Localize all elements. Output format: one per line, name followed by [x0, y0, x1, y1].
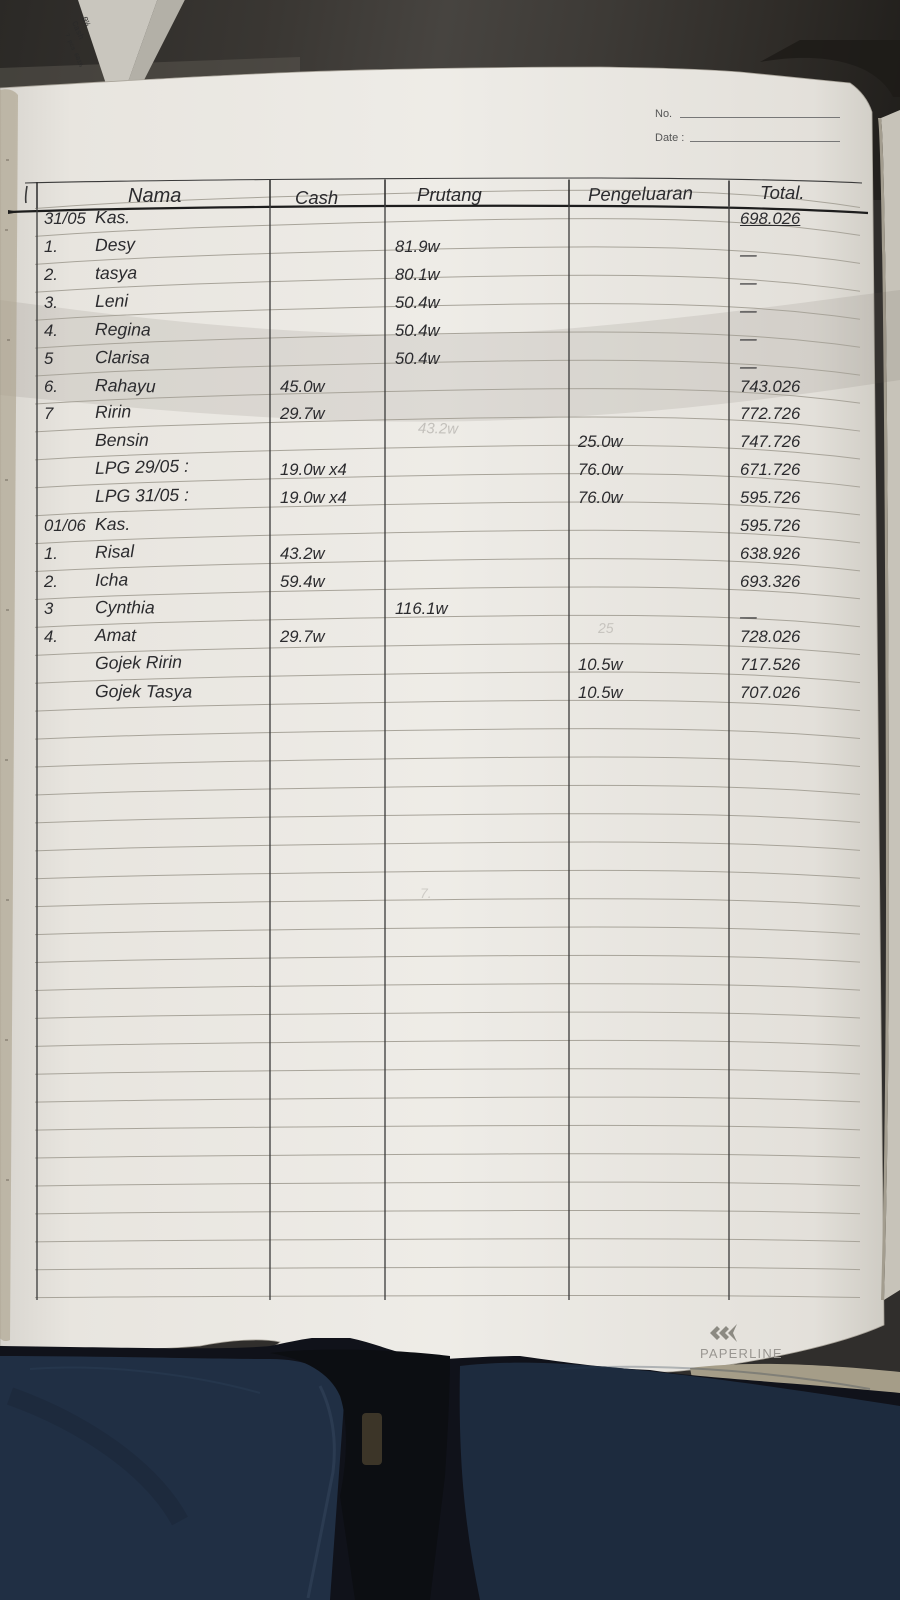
- svg-text:PAPERLINE: PAPERLINE: [700, 1346, 783, 1361]
